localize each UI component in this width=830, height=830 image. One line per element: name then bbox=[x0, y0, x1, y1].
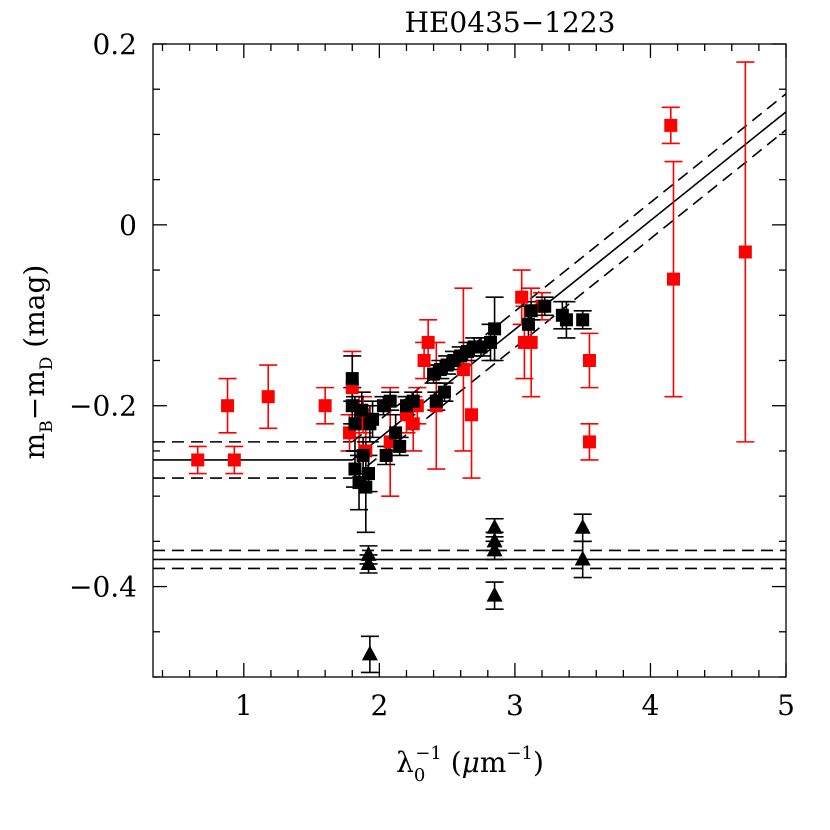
y-axis-label: mB−mD (mag) bbox=[18, 265, 57, 460]
x-tick-label: 1 bbox=[235, 689, 253, 722]
data-point-red bbox=[515, 290, 529, 304]
x-tick-label: 3 bbox=[506, 689, 524, 722]
data-point-black bbox=[355, 403, 369, 417]
data-point-triangle bbox=[486, 518, 503, 534]
data-point-red bbox=[582, 435, 596, 449]
data-point-red bbox=[465, 408, 479, 422]
data-point-black bbox=[345, 372, 359, 386]
fit-line-4 bbox=[351, 93, 786, 443]
data-point-black bbox=[559, 313, 573, 327]
data-point-black bbox=[356, 448, 370, 462]
data-point-black bbox=[484, 335, 498, 349]
x-tick-label: 5 bbox=[777, 689, 795, 722]
data-point-red bbox=[261, 390, 275, 404]
data-point-red bbox=[318, 399, 332, 413]
data-point-red bbox=[524, 335, 538, 349]
data-point-black bbox=[437, 385, 451, 399]
data-point-triangle bbox=[486, 586, 503, 602]
data-point-red bbox=[417, 354, 431, 367]
x-tick-label: 2 bbox=[370, 689, 388, 722]
data-point-black bbox=[362, 467, 376, 481]
fit-line-5 bbox=[351, 129, 786, 479]
y-tick-label: 0.2 bbox=[92, 28, 137, 61]
data-point-black bbox=[348, 417, 362, 431]
axis-ticks bbox=[153, 43, 787, 678]
y-tick-label: −0.2 bbox=[69, 390, 137, 423]
data-point-black bbox=[488, 322, 502, 336]
x-tick-label: 4 bbox=[642, 689, 660, 722]
data-point-red bbox=[191, 453, 205, 467]
data-point-black bbox=[576, 313, 590, 327]
data-point-triangle bbox=[361, 645, 378, 661]
data-point-red bbox=[227, 453, 241, 467]
data-point-triangle bbox=[360, 545, 377, 561]
data-point-red bbox=[406, 417, 420, 431]
data-point-black bbox=[366, 412, 380, 426]
data-point-triangle bbox=[360, 554, 377, 570]
data-point-red bbox=[666, 272, 680, 286]
data-point-red bbox=[421, 335, 435, 349]
error-bars bbox=[188, 61, 755, 674]
data-point-black bbox=[389, 426, 403, 440]
y-tick-label: −0.4 bbox=[69, 571, 137, 604]
y-tick-labels: 0.2 0 −0.2 −0.4 bbox=[69, 28, 137, 604]
data-point-red bbox=[738, 245, 752, 259]
data-point-triangle bbox=[574, 550, 591, 566]
data-point-black bbox=[538, 299, 552, 313]
data-point-black bbox=[521, 317, 535, 331]
y-tick-label: 0 bbox=[119, 209, 137, 242]
data-point-black bbox=[383, 394, 397, 408]
data-point-red bbox=[582, 354, 596, 367]
data-point-black bbox=[406, 394, 420, 408]
data-point-red bbox=[664, 118, 678, 132]
data-point-triangle bbox=[486, 532, 503, 548]
data-point-black bbox=[379, 448, 393, 462]
data-point-black bbox=[524, 304, 538, 318]
fit-line-3 bbox=[351, 111, 786, 461]
chart-title: HE0435−1223 bbox=[405, 6, 616, 39]
data-point-black bbox=[348, 462, 362, 476]
x-tick-labels: 1 2 3 4 5 bbox=[235, 689, 795, 722]
fit-lines bbox=[153, 93, 786, 570]
data-point-black bbox=[359, 480, 373, 494]
data-point-black bbox=[393, 439, 407, 453]
x-axis-label: λ0−1 (μm−1) bbox=[396, 743, 544, 786]
data-point-triangle bbox=[574, 518, 591, 534]
data-points bbox=[191, 118, 752, 661]
data-point-red bbox=[221, 399, 235, 413]
data-point-triangle bbox=[486, 541, 503, 557]
